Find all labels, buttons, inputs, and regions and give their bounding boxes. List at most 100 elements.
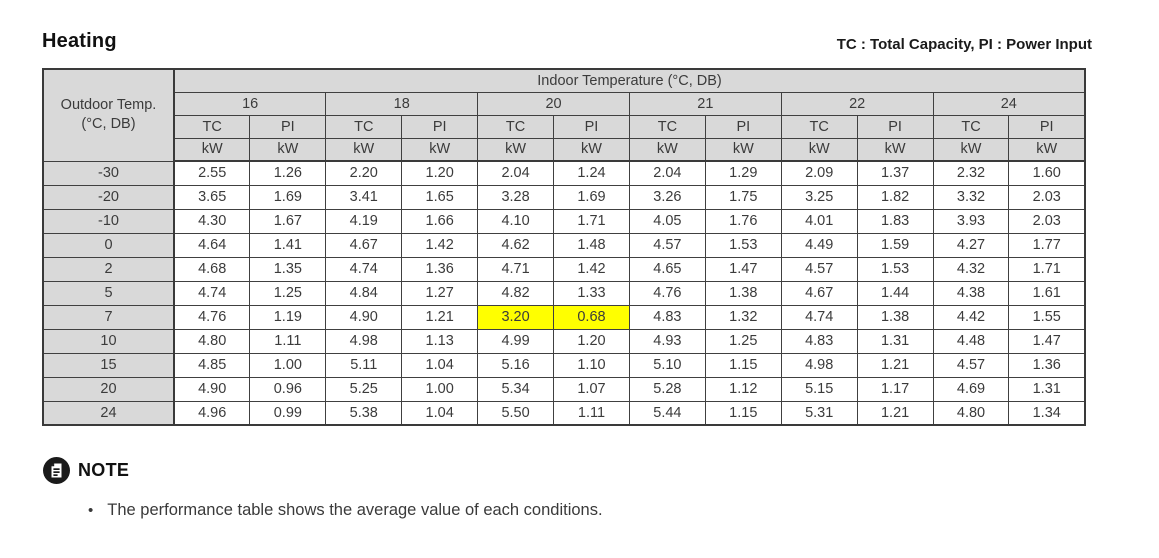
value-cell: 1.38	[704, 280, 782, 306]
value-cell: 4.57	[932, 352, 1010, 378]
indoor-temp-24: 24	[932, 91, 1086, 116]
indoor-header-row: Outdoor Temp. (°C, DB) Indoor Temperatur…	[42, 68, 1086, 162]
unit-cell: kW	[856, 137, 934, 162]
value-cell: 4.80	[173, 328, 251, 354]
value-cell: 4.74	[173, 280, 251, 306]
value-cell: 3.26	[628, 184, 706, 210]
value-cell: 1.32	[704, 304, 782, 330]
table-row: 24 4.96 0.99 5.38 1.04 5.50 1.11 5.44 1.15 5.31 1.…	[42, 400, 1086, 426]
outdoor-temp-cell: 24	[42, 400, 175, 426]
value-cell: 1.15	[704, 400, 782, 426]
outdoor-temp-cell: 5	[42, 280, 175, 306]
value-cell: 4.98	[325, 328, 403, 354]
value-cell: 5.11	[325, 352, 403, 378]
outdoor-temp-header-line2: (°C, DB)	[81, 116, 136, 133]
value-cell: 1.20	[553, 328, 630, 354]
value-cell: 4.30	[173, 208, 251, 234]
value-cell: 1.24	[553, 160, 630, 186]
value-cell: 2.03	[1008, 208, 1086, 234]
outdoor-temp-cell: 15	[42, 352, 175, 378]
value-cell: 1.00	[401, 376, 479, 402]
table-body: -30 2.55 1.26 2.20 1.20 2.04 1.24 2.04 1.29 2.09 1…	[42, 160, 1086, 426]
table-row: 10 4.80 1.11 4.98 1.13 4.99 1.20 4.93 1.25 4.83 1.…	[42, 328, 1086, 354]
value-cell: 5.38	[325, 400, 403, 426]
title-bar: Heating TC : Total Capacity, PI : Power …	[42, 30, 1092, 53]
value-cell: 1.36	[1008, 352, 1086, 378]
indoor-temp-18: 18	[325, 91, 479, 116]
value-cell: 1.71	[1008, 256, 1086, 282]
value-cell: 4.57	[628, 232, 706, 258]
value-cell: 2.09	[780, 160, 858, 186]
note-header: NOTE	[42, 456, 1159, 485]
tc-header: TC	[932, 114, 1010, 139]
value-cell: 4.83	[780, 328, 858, 354]
value-cell: 1.76	[704, 208, 782, 234]
value-cell: 1.55	[1008, 304, 1086, 330]
indoor-temp-20: 20	[477, 91, 630, 116]
value-cell: 3.20	[477, 304, 555, 330]
value-cell: 1.47	[1008, 328, 1086, 354]
value-cell: 4.82	[477, 280, 555, 306]
value-cell: 5.34	[477, 376, 555, 402]
value-cell: 1.31	[856, 328, 934, 354]
value-cell: 1.00	[249, 352, 327, 378]
value-cell: 4.69	[932, 376, 1010, 402]
value-cell: 1.59	[856, 232, 934, 258]
value-cell: 1.04	[401, 400, 479, 426]
pi-header: PI	[553, 114, 630, 139]
value-cell: 1.27	[401, 280, 479, 306]
value-cell: 1.11	[249, 328, 327, 354]
value-cell: 2.55	[173, 160, 251, 186]
value-cell: 5.28	[628, 376, 706, 402]
value-cell: 1.60	[1008, 160, 1086, 186]
value-cell: 1.20	[401, 160, 479, 186]
outdoor-temp-header-line1: Outdoor Temp.	[60, 96, 157, 113]
table-row: -10 4.30 1.67 4.19 1.66 4.10 1.71 4.05 1.76 4.01 1…	[42, 208, 1086, 234]
value-cell: 1.15	[704, 352, 782, 378]
note-bullet-item: • The performance table shows the averag…	[88, 501, 1159, 520]
pi-header: PI	[401, 114, 479, 139]
pi-header: PI	[856, 114, 934, 139]
value-cell: 4.10	[477, 208, 555, 234]
value-cell: 5.25	[325, 376, 403, 402]
bullet-dot: •	[88, 502, 94, 519]
tc-header: TC	[628, 114, 706, 139]
value-cell: 1.83	[856, 208, 934, 234]
outdoor-temp-cell: 20	[42, 376, 175, 402]
value-cell: 4.49	[780, 232, 858, 258]
value-cell: 1.35	[249, 256, 327, 282]
value-cell: 3.65	[173, 184, 251, 210]
value-cell: 1.13	[401, 328, 479, 354]
value-cell: 0.68	[553, 304, 630, 330]
unit-cell: kW	[173, 137, 251, 162]
value-cell: 1.82	[856, 184, 934, 210]
value-cell: 4.98	[780, 352, 858, 378]
table-row: -20 3.65 1.69 3.41 1.65 3.28 1.69 3.26 1.75 3.25 1…	[42, 184, 1086, 210]
outdoor-temp-cell: 7	[42, 304, 175, 330]
value-cell: 2.04	[477, 160, 555, 186]
unit-cell: kW	[1008, 137, 1086, 162]
unit-cell: kW	[932, 137, 1010, 162]
value-cell: 1.69	[553, 184, 630, 210]
value-cell: 4.65	[628, 256, 706, 282]
value-cell: 4.05	[628, 208, 706, 234]
value-cell: 1.25	[249, 280, 327, 306]
value-cell: 1.31	[1008, 376, 1086, 402]
unit-cell: kW	[325, 137, 403, 162]
value-cell: 1.47	[704, 256, 782, 282]
value-cell: 4.84	[325, 280, 403, 306]
heating-performance-table: Outdoor Temp. (°C, DB) Indoor Temperatur…	[42, 68, 1086, 426]
value-cell: 1.53	[704, 232, 782, 258]
indoor-temps-row: 16 18 20 21 22 24	[43, 91, 1086, 116]
value-cell: 1.66	[401, 208, 479, 234]
unit-cell: kW	[477, 137, 555, 162]
value-cell: 2.20	[325, 160, 403, 186]
value-cell: 1.67	[249, 208, 327, 234]
value-cell: 1.65	[401, 184, 479, 210]
outdoor-temp-cell: 0	[42, 232, 175, 258]
value-cell: 4.48	[932, 328, 1010, 354]
value-cell: 1.12	[704, 376, 782, 402]
value-cell: 1.48	[553, 232, 630, 258]
value-cell: 3.41	[325, 184, 403, 210]
outdoor-temp-cell: -30	[42, 160, 175, 186]
